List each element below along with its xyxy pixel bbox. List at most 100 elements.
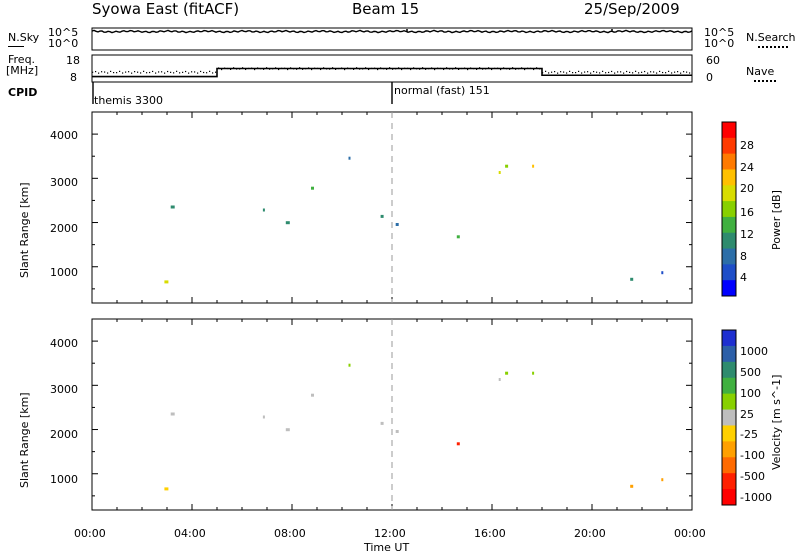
nave-dot bbox=[302, 68, 304, 70]
velocity-echo-cell bbox=[311, 393, 314, 397]
nave-dot bbox=[299, 67, 301, 69]
velocity-colorbar-swatch bbox=[722, 425, 736, 442]
nave-dot bbox=[230, 68, 232, 71]
nave-dot bbox=[353, 68, 355, 70]
nave-dot bbox=[188, 72, 190, 74]
power-echo-cell bbox=[311, 186, 314, 190]
nave-dot bbox=[404, 67, 406, 69]
nave-dot bbox=[401, 68, 403, 71]
power-colorbar-swatch bbox=[722, 201, 736, 218]
nave-dot bbox=[683, 71, 685, 73]
nsky-label: N.Sky bbox=[8, 31, 40, 44]
nave-dot bbox=[365, 67, 367, 69]
nave-dot bbox=[599, 72, 601, 74]
nave-dot bbox=[119, 70, 121, 72]
power-colorbar-swatch bbox=[722, 185, 736, 202]
nave-tick-low: 0 bbox=[706, 71, 713, 84]
nave-dot bbox=[533, 68, 535, 71]
velocity-ytick-4000: 4000 bbox=[50, 337, 78, 350]
nave-dot bbox=[191, 71, 193, 73]
power-echo-cell bbox=[661, 271, 664, 275]
nave-dot bbox=[323, 67, 325, 69]
nave-dot bbox=[413, 67, 415, 69]
vel-cb-tick-100: 100 bbox=[740, 387, 761, 400]
nave-dot bbox=[566, 72, 568, 74]
nave-dot bbox=[107, 72, 109, 74]
nave-dot bbox=[170, 71, 172, 73]
nave-dot bbox=[605, 72, 607, 74]
power-colorbar-swatch bbox=[722, 137, 736, 155]
nave-dot bbox=[248, 67, 250, 70]
nave-dot bbox=[389, 67, 391, 69]
nave-dot bbox=[485, 68, 487, 70]
nave-dot bbox=[461, 67, 463, 70]
nave-dot bbox=[626, 70, 628, 73]
nave-dot bbox=[395, 68, 397, 70]
nave-dot bbox=[506, 68, 508, 70]
nave-dot bbox=[425, 68, 427, 70]
nave-dot bbox=[470, 67, 472, 69]
power-cb-tick-20: 20 bbox=[740, 182, 754, 195]
nave-dot bbox=[164, 72, 166, 74]
nave-dot bbox=[584, 71, 586, 73]
nave-dot bbox=[143, 70, 145, 72]
nave-dot bbox=[356, 67, 358, 69]
velocity-echo-cell bbox=[505, 371, 509, 375]
velocity-colorbar-swatch bbox=[722, 393, 736, 411]
nave-dot bbox=[305, 68, 307, 70]
nave-tick-high: 60 bbox=[706, 54, 720, 67]
nave-dot bbox=[503, 67, 505, 69]
nave-dot bbox=[524, 68, 526, 71]
nave-dot bbox=[167, 70, 169, 73]
nave-dot bbox=[515, 68, 517, 70]
power-frame bbox=[91, 111, 693, 304]
xtick-0400: 04:00 bbox=[174, 527, 206, 540]
velocity-echo-cell bbox=[380, 421, 384, 425]
nave-dot bbox=[284, 67, 286, 69]
nave-dot bbox=[113, 71, 115, 74]
power-ytick-1000: 1000 bbox=[50, 266, 78, 279]
vel-cb-tick-500: 500 bbox=[740, 366, 761, 379]
nave-dot bbox=[209, 70, 211, 72]
nave-dot bbox=[653, 71, 655, 73]
freq-tick-low: 8 bbox=[70, 71, 77, 84]
power-echo-cell bbox=[532, 164, 535, 168]
nave-dot bbox=[620, 71, 622, 73]
nave-dot bbox=[614, 72, 616, 74]
xtick-1600: 16:00 bbox=[474, 527, 506, 540]
vel-cb-tick-25: 25 bbox=[740, 408, 754, 421]
nave-dot bbox=[374, 67, 376, 69]
power-echo-cell bbox=[498, 171, 501, 174]
nave-dot bbox=[179, 72, 181, 74]
nsky-series-line bbox=[91, 29, 693, 34]
nave-dot bbox=[536, 67, 538, 69]
nave-dot bbox=[236, 68, 238, 70]
nave-dot bbox=[488, 67, 490, 69]
nave-dot bbox=[392, 68, 394, 70]
nave-dot bbox=[593, 70, 595, 73]
nave-dot bbox=[602, 70, 604, 72]
nave-dot bbox=[197, 72, 199, 74]
nave-dot bbox=[233, 67, 235, 69]
velocity-colorbar-swatch bbox=[722, 345, 736, 363]
power-echoes bbox=[164, 156, 664, 284]
power-ytick-3000: 3000 bbox=[50, 176, 78, 189]
nave-dot bbox=[329, 68, 331, 70]
nsky-tick-high: 10^5 bbox=[48, 26, 79, 39]
velocity-colorbar-swatch bbox=[722, 409, 736, 426]
power-cb-tick-24: 24 bbox=[740, 161, 754, 174]
nave-dot bbox=[254, 68, 256, 71]
velocity-echo-cell bbox=[170, 412, 175, 416]
nave-dot bbox=[380, 67, 382, 69]
nave-dot bbox=[203, 71, 205, 74]
nave-dot bbox=[419, 68, 421, 70]
cpid-text-2: normal (fast) 151 bbox=[394, 84, 490, 97]
nave-dot bbox=[644, 70, 646, 73]
nave-dot bbox=[509, 68, 511, 70]
nave-dot bbox=[443, 68, 445, 71]
nave-dot bbox=[458, 68, 460, 71]
cpid-text-1: themis 3300 bbox=[94, 94, 164, 107]
nave-dot bbox=[308, 67, 310, 69]
nave-dot bbox=[317, 67, 319, 69]
